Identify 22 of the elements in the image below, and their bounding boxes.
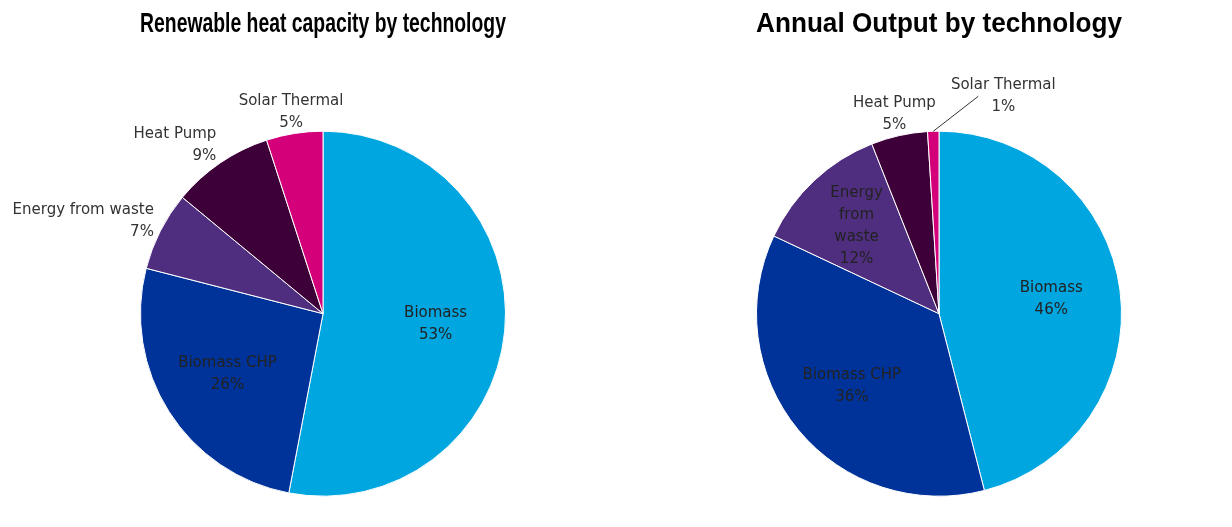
data-label: 36% — [835, 386, 869, 405]
data-label: 46% — [1034, 300, 1068, 319]
slice-label: Energy from waste — [12, 199, 154, 218]
slice-label: Solar Thermal — [238, 90, 344, 109]
chart-title: Annual Output by technology — [756, 7, 1123, 38]
data-label: 26% — [210, 375, 245, 394]
slice-label: Heat Pump — [853, 93, 936, 112]
slice-label: Biomass — [1019, 278, 1083, 297]
data-label: 53% — [418, 325, 453, 344]
data-label: 1% — [991, 97, 1016, 116]
slice-label: Solar Thermal — [950, 75, 1056, 94]
data-label: 12% — [839, 248, 874, 267]
data-label: 7% — [130, 221, 154, 240]
slice-label: Biomass — [404, 303, 468, 322]
data-label: 5% — [882, 115, 907, 134]
slice-label: Biomass CHP — [802, 364, 902, 383]
slice-label: Biomass CHP — [178, 353, 277, 372]
slice-label: Heat Pump — [133, 123, 217, 142]
data-label: 9% — [192, 145, 217, 164]
slice-label: Energy from waste — [830, 182, 883, 245]
data-label: 5% — [279, 112, 303, 131]
chart-title: Renewable heat capacity by technology — [140, 7, 506, 38]
